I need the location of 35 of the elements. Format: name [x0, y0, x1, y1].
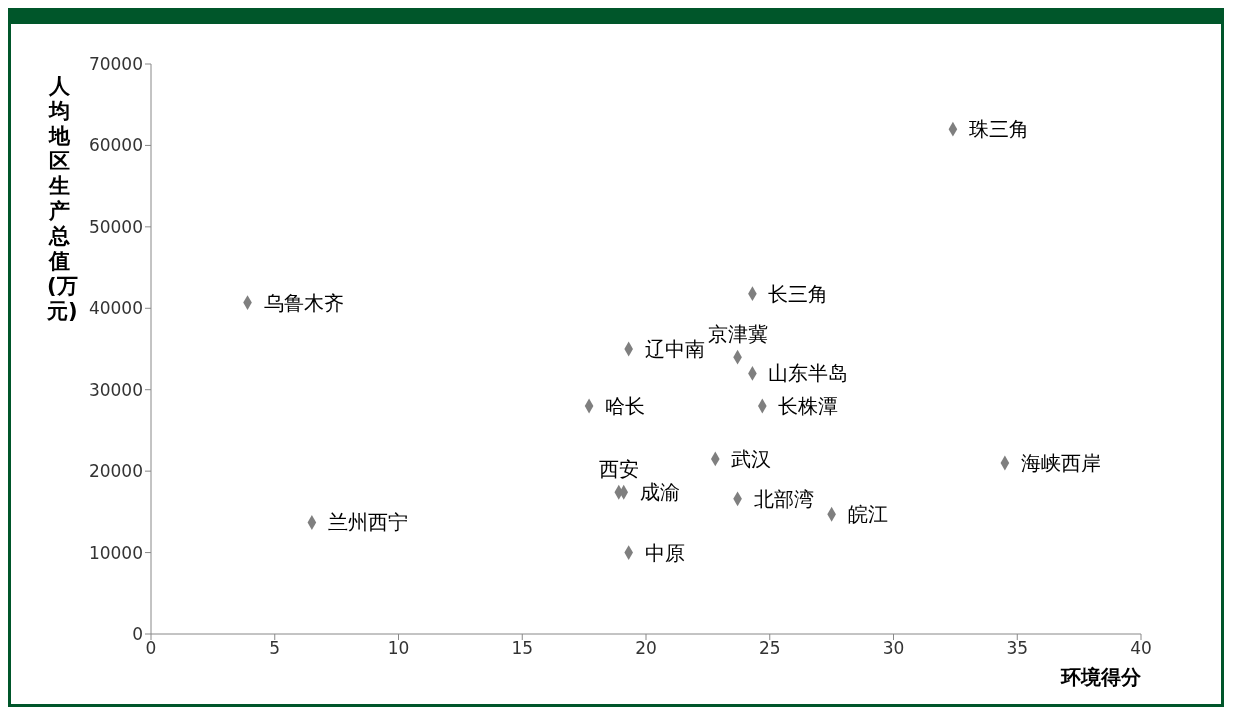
annotation: 西安 [598, 457, 639, 482]
x-tick-label: 40 [1130, 638, 1152, 659]
annotation: 兰州西宁 [327, 510, 408, 535]
x-tick-label: 20 [635, 638, 657, 659]
x-tick-label: 25 [758, 638, 781, 659]
y-tick-label: 60000 [88, 135, 143, 156]
annotation: 长三角 [768, 281, 829, 306]
x-tick-label: 35 [1006, 638, 1029, 659]
x-tick-label: 0 [145, 638, 157, 659]
annotation: 山东半岛 [768, 361, 849, 386]
y-tick-label: 30000 [88, 379, 143, 400]
annotation: 珠三角 [968, 117, 1029, 142]
x-tick-label: 5 [269, 638, 281, 659]
annotation: 海峡西岸 [1020, 451, 1101, 475]
annotation: 皖江 [847, 502, 888, 527]
y-tick-label: 20000 [88, 461, 143, 482]
y-tick-label: 70000 [88, 54, 143, 75]
x-axis-title: 环境得分 [1060, 665, 1142, 689]
y-tick-label: 50000 [88, 216, 143, 237]
annotation: 北部湾 [753, 486, 814, 511]
y-tick-label: 10000 [88, 542, 143, 563]
annotation: 辽中南 [644, 337, 705, 361]
annotation: 武汉 [731, 446, 772, 471]
text: 人均地区生产总值(万元) [47, 74, 78, 323]
x-tick-label: 30 [882, 638, 905, 659]
annotation: 哈长 [605, 394, 646, 418]
annotation: 乌鲁木齐 [263, 290, 344, 315]
annotation: 京津冀 [707, 322, 768, 347]
annotation: 成渝 [639, 480, 680, 505]
y-tick-label: 40000 [88, 298, 143, 319]
x-tick-label: 10 [387, 638, 410, 659]
annotation: 中原 [644, 540, 685, 565]
annotation: 长株潭 [778, 394, 839, 418]
x-tick-label: 15 [511, 638, 534, 659]
y-tick-label: 0 [132, 624, 143, 645]
